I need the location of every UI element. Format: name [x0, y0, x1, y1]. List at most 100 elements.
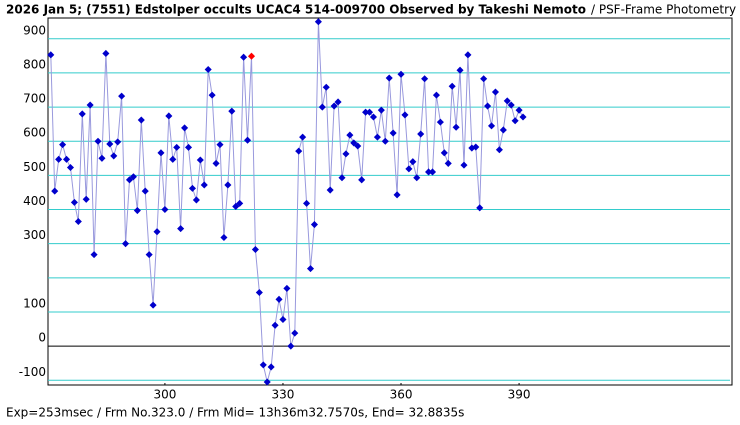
y-tick-label: 600 [23, 126, 46, 140]
data-point [255, 288, 263, 297]
data-point [440, 149, 448, 157]
data-point [401, 111, 409, 119]
chart-title: 2026 Jan 5; (7551) Edstolper occults UCA… [6, 3, 586, 17]
data-point [432, 91, 440, 99]
data-point [149, 301, 157, 309]
data-point [177, 225, 185, 233]
data-point [208, 91, 216, 99]
data-point [334, 98, 342, 106]
data-point [251, 245, 259, 254]
data-point [66, 163, 74, 172]
data-point [291, 329, 299, 337]
data-point [381, 137, 389, 145]
data-point [74, 217, 82, 226]
data-point [110, 152, 118, 160]
data-point [169, 155, 177, 163]
y-tick-label: 900 [23, 23, 46, 37]
data-point [200, 181, 208, 189]
data-point [444, 159, 452, 167]
data-point [326, 186, 334, 194]
x-tick-label: 390 [508, 388, 531, 402]
data-point [519, 113, 527, 121]
data-point [456, 66, 464, 74]
data-point [476, 204, 484, 212]
data-point [385, 74, 393, 82]
data-point [299, 133, 307, 141]
data-point [275, 295, 283, 303]
data-point [165, 112, 173, 120]
data-point [188, 184, 196, 192]
data-point [314, 18, 322, 26]
data-point [129, 173, 137, 181]
data-point [409, 158, 417, 166]
data-point [358, 176, 366, 184]
data-point [181, 124, 189, 132]
data-point [310, 221, 318, 229]
data-point [511, 117, 519, 125]
data-point [389, 129, 397, 137]
data-point [86, 101, 94, 109]
data-point [145, 251, 153, 259]
data-point [362, 108, 370, 116]
data-point [397, 70, 405, 78]
data-point [484, 102, 492, 110]
data-point [98, 154, 106, 162]
data-point [279, 315, 287, 324]
data-point [216, 141, 224, 149]
data-point [283, 284, 291, 292]
data-point [421, 75, 429, 83]
data-point [480, 75, 488, 83]
data-point [448, 82, 456, 90]
data-point [118, 92, 126, 100]
data-point [503, 97, 511, 105]
data-point [417, 130, 425, 138]
data-point [212, 159, 220, 167]
data-point [94, 137, 102, 145]
y-tick-label: 500 [23, 160, 46, 174]
data-point [247, 52, 256, 60]
data-point [515, 106, 523, 114]
x-tick-label: 360 [390, 388, 413, 402]
data-point [428, 168, 437, 176]
data-point [192, 196, 200, 204]
data-point [59, 141, 67, 149]
data-point [318, 103, 326, 111]
data-point [204, 65, 212, 74]
y-tick-label: 700 [23, 92, 46, 106]
data-point [472, 143, 480, 151]
data-point [240, 53, 248, 61]
data-point [369, 113, 378, 121]
plot-frame [47, 17, 733, 386]
data-point [413, 174, 421, 182]
data-point [263, 378, 271, 386]
y-tick-label: 800 [23, 57, 46, 71]
data-point [173, 143, 181, 151]
data-point [78, 110, 86, 118]
data-point [184, 143, 193, 151]
data-point [153, 228, 161, 236]
x-tick-label: 330 [272, 388, 295, 402]
data-point [393, 191, 401, 199]
data-point [495, 146, 503, 154]
data-point [354, 142, 362, 150]
data-point [114, 138, 122, 146]
data-point [90, 251, 98, 259]
data-point [303, 199, 311, 207]
data-point [499, 126, 507, 134]
data-point [425, 168, 433, 176]
data-point [157, 149, 165, 157]
data-point [267, 363, 275, 371]
y-tick-label: 100 [23, 296, 46, 310]
data-point [70, 198, 78, 206]
data-point [405, 165, 413, 173]
data-point [338, 174, 346, 182]
data-point [137, 116, 145, 124]
data-point [161, 205, 169, 214]
data-point [306, 265, 315, 273]
data-point [224, 181, 232, 189]
data-point [102, 49, 110, 58]
data-point [141, 187, 149, 195]
data-point [322, 83, 330, 91]
data-point [295, 147, 303, 155]
